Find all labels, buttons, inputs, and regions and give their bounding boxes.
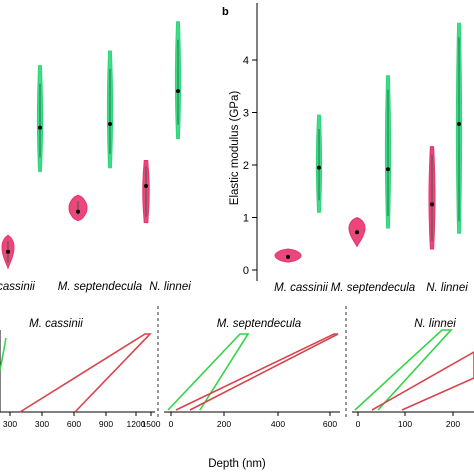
violin-a-pink-median-3 (144, 184, 148, 189)
violin-b-green-median-3 (457, 122, 461, 127)
tick-label-a-2: M. septendecula (58, 281, 142, 293)
x-tick-label-c3-1: 100 (398, 419, 412, 429)
y-tick-label-b-4: 4 (243, 55, 249, 67)
x-tick-label-c1-4: 1200 (127, 419, 146, 429)
tick-label-a-3: N. linnei (149, 281, 191, 293)
curve-c1-red (19, 333, 152, 413)
x-tick-label-c2-0: 0 (169, 419, 174, 429)
curve-panel-title-3: N. linnei (414, 318, 456, 330)
curve-c2-green (167, 333, 250, 411)
y-tick-label-b-1: 1 (243, 213, 249, 225)
x-tick-label-c1-3: 900 (99, 419, 113, 429)
x-tick-label-c1-5: 1500 (142, 419, 161, 429)
y-tick-label-b-2: 2 (243, 160, 249, 172)
x-tick-label-c2-1: 200 (217, 419, 231, 429)
x-tick-label-c2-3: 600 (323, 419, 337, 429)
y-axis-label-b: Elastic modulus (GPa) (229, 91, 241, 206)
violin-b-green-median-1 (317, 165, 321, 170)
violin-b-pink-median-1 (286, 254, 290, 259)
x-tick-label-c1-0: 300 (3, 419, 17, 429)
x-tick-label-c1-2: 600 (67, 419, 81, 429)
violin-a-green-median-3 (176, 89, 180, 94)
y-tick-label-b-3: 3 (243, 108, 249, 120)
tick-label-b-2: M. septendecula (331, 282, 415, 294)
panel-label-b: b (222, 6, 229, 18)
violin-a-green-median-2 (108, 122, 112, 126)
violin-a-green-median-1 (38, 125, 42, 130)
x-tick-label-c3-0: 0 (356, 419, 361, 429)
curve-panel-title-2: M. septendecula (217, 318, 301, 330)
x-axis-label-curves: Depth (nm) (208, 458, 266, 470)
violin-b-green-median-2 (386, 167, 390, 172)
curve-c1-green (0, 337, 7, 371)
tick-label-a-1: M. cassinii (0, 281, 35, 293)
curve-c3-green (354, 329, 453, 411)
x-tick-label-c1-1: 300 (35, 419, 49, 429)
violin-a-pink-median-2 (76, 209, 80, 214)
violin-b-pink-median-3 (430, 202, 434, 207)
violin-b-pink-median-2 (355, 230, 359, 235)
tick-label-b-3: N. linnei (426, 282, 468, 294)
curve-panel-title-1: M. cassinii (29, 318, 83, 330)
violin-a-pink-median-1 (6, 249, 10, 254)
tick-label-b-1: M. cassinii (274, 282, 328, 294)
x-tick-label-c3-2: 200 (446, 419, 460, 429)
curve-c3-red (371, 351, 474, 411)
curve-c2-red (175, 333, 339, 411)
x-tick-label-c2-2: 400 (271, 419, 285, 429)
y-tick-label-b-0: 0 (243, 265, 249, 277)
